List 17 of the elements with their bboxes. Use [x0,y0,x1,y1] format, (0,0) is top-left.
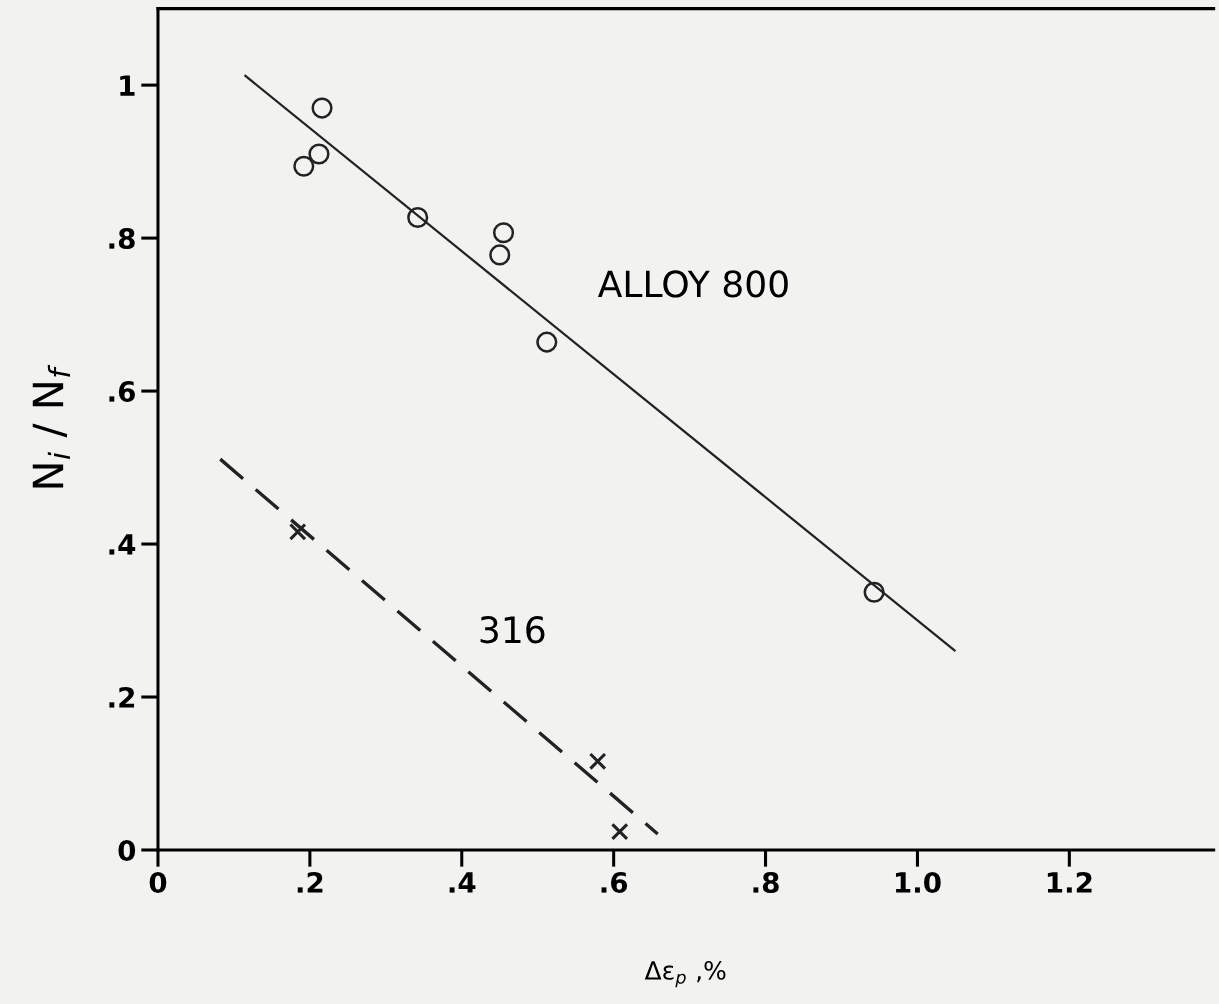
y-tick-label: .8 [109,228,135,250]
x-tick-label: .6 [601,872,628,894]
x-tick-label: 0 [149,872,167,894]
annotation: 316 [480,616,545,644]
x-tick-label: .2 [297,872,323,893]
y-tick-label: .4 [109,534,136,555]
x-tick-label: 1.2 [1047,872,1092,893]
y-axis-title: N$_{i}$ / N$_{f}$ [32,364,70,488]
x-axis-title: Δε$_{p}$ ,% [644,960,726,988]
x-tick-label: 1.0 [895,872,941,894]
y-tick-label: 1 [120,75,135,96]
y-tick-label: .6 [109,381,135,403]
annotation: ALLOY 800 [597,270,788,298]
y-tick-label: 0 [118,839,136,861]
x-tick-label: .8 [753,872,779,894]
y-tick-label: .2 [109,686,135,708]
x-tick-label: .4 [449,872,476,893]
